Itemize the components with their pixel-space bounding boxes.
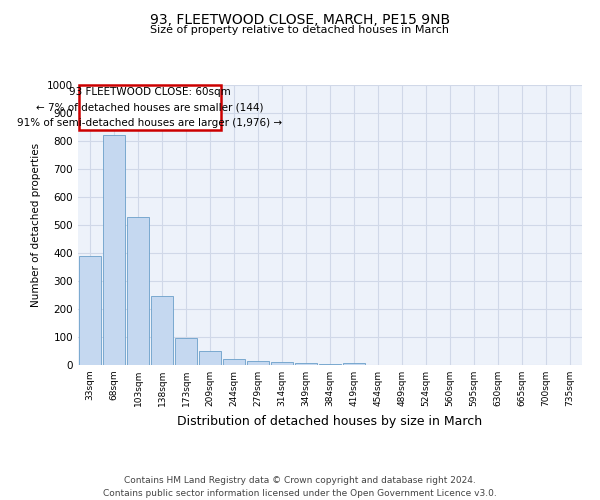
Bar [343,363,365,365]
Bar [319,364,341,365]
Bar [271,362,293,365]
Bar [247,361,269,365]
Bar [103,136,125,365]
Bar [175,338,197,365]
Bar [151,296,173,365]
Bar [127,216,149,365]
Text: Size of property relative to detached houses in March: Size of property relative to detached ho… [151,25,449,35]
Text: 93 FLEETWOOD CLOSE: 60sqm
← 7% of detached houses are smaller (144)
91% of semi-: 93 FLEETWOOD CLOSE: 60sqm ← 7% of detach… [17,87,283,128]
Y-axis label: Number of detached properties: Number of detached properties [31,143,41,307]
X-axis label: Distribution of detached houses by size in March: Distribution of detached houses by size … [178,414,482,428]
Bar [295,363,317,365]
Text: Contains HM Land Registry data © Crown copyright and database right 2024.
Contai: Contains HM Land Registry data © Crown c… [103,476,497,498]
Bar [223,360,245,365]
Text: 93, FLEETWOOD CLOSE, MARCH, PE15 9NB: 93, FLEETWOOD CLOSE, MARCH, PE15 9NB [150,12,450,26]
Bar [79,256,101,365]
Bar [199,351,221,365]
